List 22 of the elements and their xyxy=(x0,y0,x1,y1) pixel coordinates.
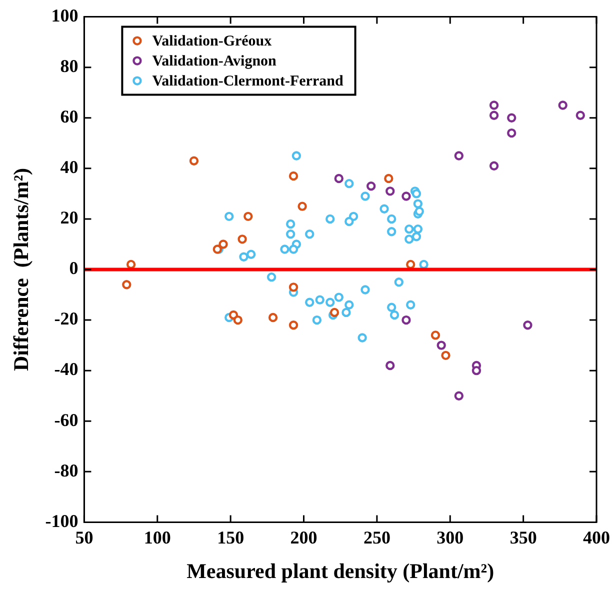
legend-label: Validation-Avignon xyxy=(152,54,278,70)
x-tick-label: 250 xyxy=(363,528,390,548)
y-tick-label: 20 xyxy=(60,208,78,228)
y-tick-label: -60 xyxy=(54,410,78,430)
x-tick-label: 350 xyxy=(510,528,537,548)
x-tick-label: 400 xyxy=(583,528,610,548)
y-tick-label: 60 xyxy=(60,106,78,127)
y-tick-label: -20 xyxy=(54,308,78,329)
legend-label: Validation-Clermont-Ferrand xyxy=(152,74,344,90)
y-tick-label: 0 xyxy=(69,258,78,278)
y-tick-label: -40 xyxy=(54,359,78,380)
y-tick-label: 100 xyxy=(51,5,78,26)
x-axis-title: Measured plant density (Plant/m²) xyxy=(186,558,494,583)
x-tick-label: 100 xyxy=(144,528,171,548)
y-tick-label: 80 xyxy=(60,56,78,76)
y-tick-label: -80 xyxy=(54,460,78,480)
legend-label: Validation-Gréoux xyxy=(152,34,272,50)
y-tick-label: 40 xyxy=(60,157,78,178)
x-tick-label: 300 xyxy=(436,528,464,548)
y-axis-title: Difference (Plants/m²) xyxy=(9,168,34,372)
x-tick-label: 200 xyxy=(290,528,318,548)
x-tick-label: 150 xyxy=(217,528,244,548)
